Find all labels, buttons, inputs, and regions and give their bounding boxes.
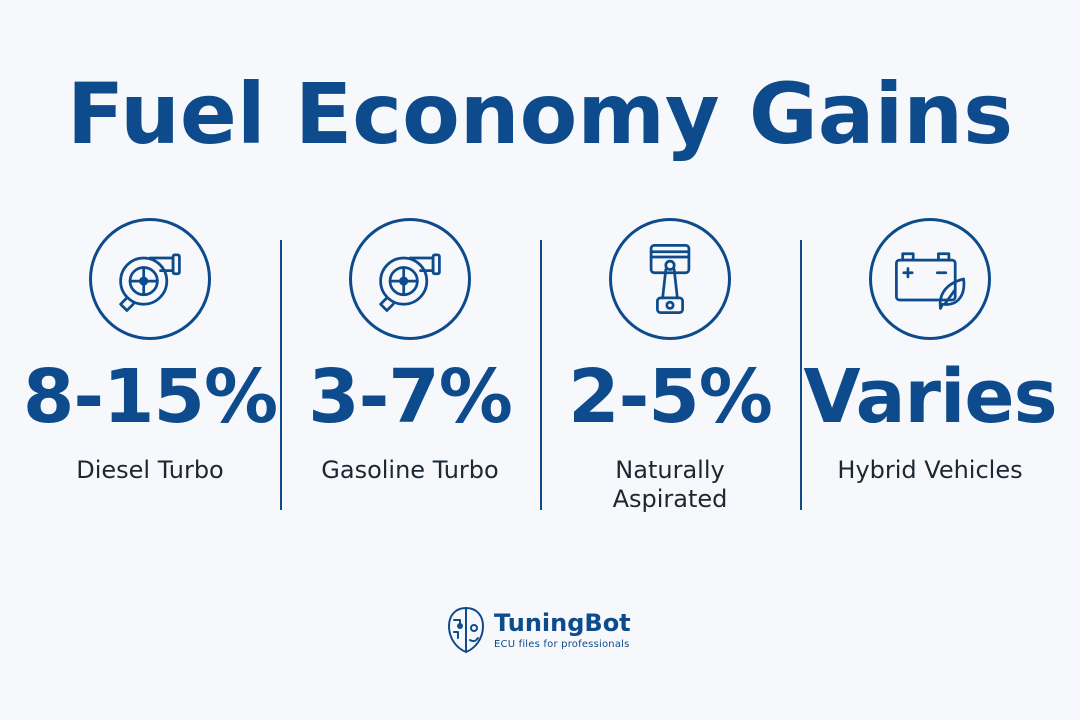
- brand: TuningBot ECU files for professionals: [446, 606, 631, 654]
- stat-label: Hybrid Vehicles: [837, 456, 1023, 484]
- stat-value: Varies: [803, 354, 1057, 440]
- stat-value: 3-7%: [308, 354, 513, 440]
- battery-leaf-icon: [869, 218, 991, 340]
- turbocharger-icon: [89, 218, 211, 340]
- turbocharger-icon: [349, 218, 471, 340]
- stat-label: Gasoline Turbo: [321, 456, 499, 484]
- page-title: Fuel Economy Gains: [66, 65, 1014, 163]
- stat-hybrid-vehicles: Varies Hybrid Vehicles: [800, 218, 1060, 538]
- stat-diesel-turbo: 8-15% Diesel Turbo: [20, 218, 280, 538]
- stat-value: 2-5%: [568, 354, 773, 440]
- stat-label: Naturally Aspirated: [612, 456, 728, 513]
- robot-face-logo: [448, 607, 484, 653]
- stat-label: Diesel Turbo: [76, 456, 224, 484]
- piston-icon: [609, 218, 731, 340]
- stat-value: 8-15%: [22, 354, 278, 440]
- brand-tagline: ECU files for professionals: [494, 638, 630, 650]
- stats-row: 8-15% Diesel Turbo 3-7% Gasoline Turbo: [20, 218, 1060, 538]
- stat-naturally-aspirated: 2-5% Naturally Aspirated: [540, 218, 800, 538]
- brand-name: TuningBot: [494, 608, 631, 637]
- stat-gasoline-turbo: 3-7% Gasoline Turbo: [280, 218, 540, 538]
